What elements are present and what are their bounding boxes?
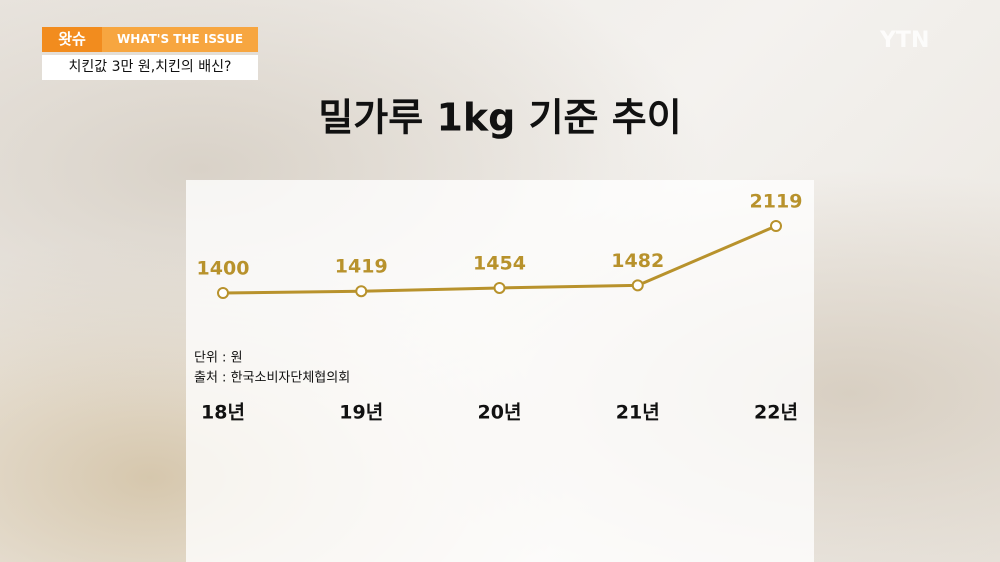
data-point xyxy=(217,287,229,299)
data-point xyxy=(770,220,782,232)
program-tag: 왓슈 xyxy=(42,27,102,52)
data-label: 2119 xyxy=(750,191,803,213)
program-subtag: WHAT'S THE ISSUE xyxy=(102,27,258,52)
channel-logo: YTN xyxy=(880,28,930,53)
x-tick-label: 22년 xyxy=(754,402,798,424)
data-label: 1482 xyxy=(611,250,664,272)
chart-title: 밀가루 1kg 기준 추이 xyxy=(318,96,681,140)
headline: 치킨값 3만 원,치킨의 배신? xyxy=(42,55,258,80)
unit-note: 단위 : 원 xyxy=(194,351,243,366)
source-note: 출처 : 한국소비자단체협의회 xyxy=(194,371,350,386)
data-label: 1400 xyxy=(197,258,250,280)
x-tick-label: 19년 xyxy=(339,402,383,424)
data-point xyxy=(631,279,644,292)
x-tick-label: 20년 xyxy=(478,402,522,424)
x-tick-label: 21년 xyxy=(616,402,660,424)
data-label: 1454 xyxy=(473,252,526,274)
data-point xyxy=(493,281,506,294)
data-point xyxy=(355,285,368,298)
data-label: 1419 xyxy=(335,256,388,278)
x-tick-label: 18년 xyxy=(201,402,245,424)
chart-panel xyxy=(186,180,814,562)
